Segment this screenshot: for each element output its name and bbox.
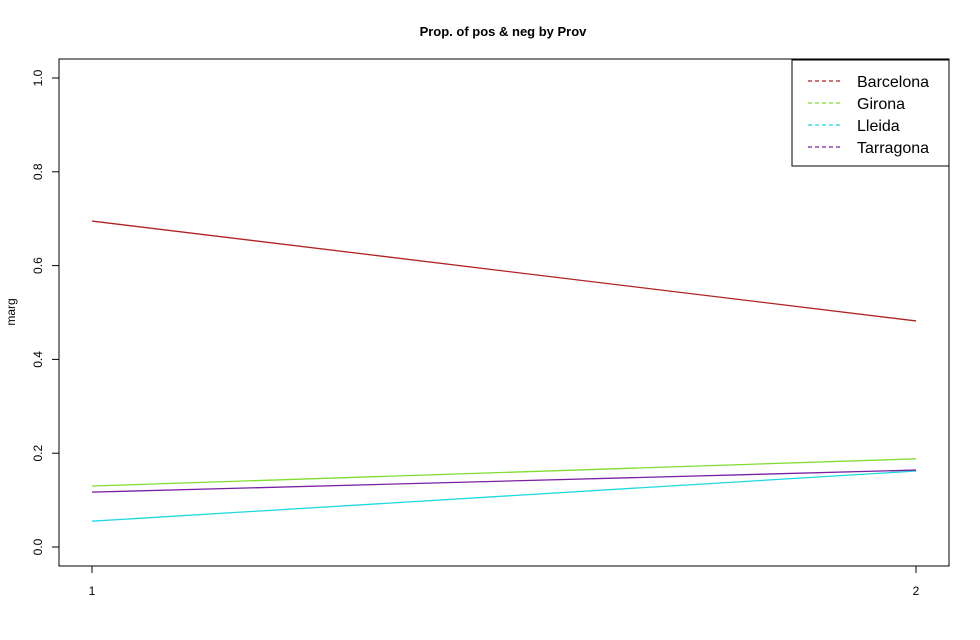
legend-label: Girona — [857, 96, 905, 113]
y-tick-label: 1.0 — [31, 69, 45, 86]
series-line-girona — [91, 458, 917, 487]
legend-label: Barcelona — [857, 74, 929, 91]
series-line-lleida — [91, 470, 917, 522]
x-tick-label: 1 — [89, 584, 96, 598]
legend-box — [791, 59, 950, 167]
y-tick-label: 0.2 — [31, 445, 45, 462]
legend: Barcelona Girona Lleida Tarragona — [791, 59, 950, 167]
chart-title: Prop. of pos & neg by Prov — [420, 24, 588, 39]
y-tick-label: 0.6 — [31, 257, 45, 274]
y-axis-label: marg — [4, 298, 18, 325]
series-line-barcelona — [91, 220, 917, 322]
series-lines — [91, 220, 917, 522]
y-tick-label: 0.8 — [31, 163, 45, 180]
legend-label: Lleida — [857, 118, 900, 135]
x-tick-label: 2 — [913, 584, 920, 598]
y-tick-label: 0.4 — [31, 351, 45, 368]
series-line-tarragona — [91, 469, 917, 493]
legend-label: Tarragona — [857, 140, 929, 157]
y-axis: 0.0 0.2 0.4 0.6 0.8 1.0 — [31, 69, 60, 555]
y-tick-label: 0.0 — [31, 538, 45, 555]
